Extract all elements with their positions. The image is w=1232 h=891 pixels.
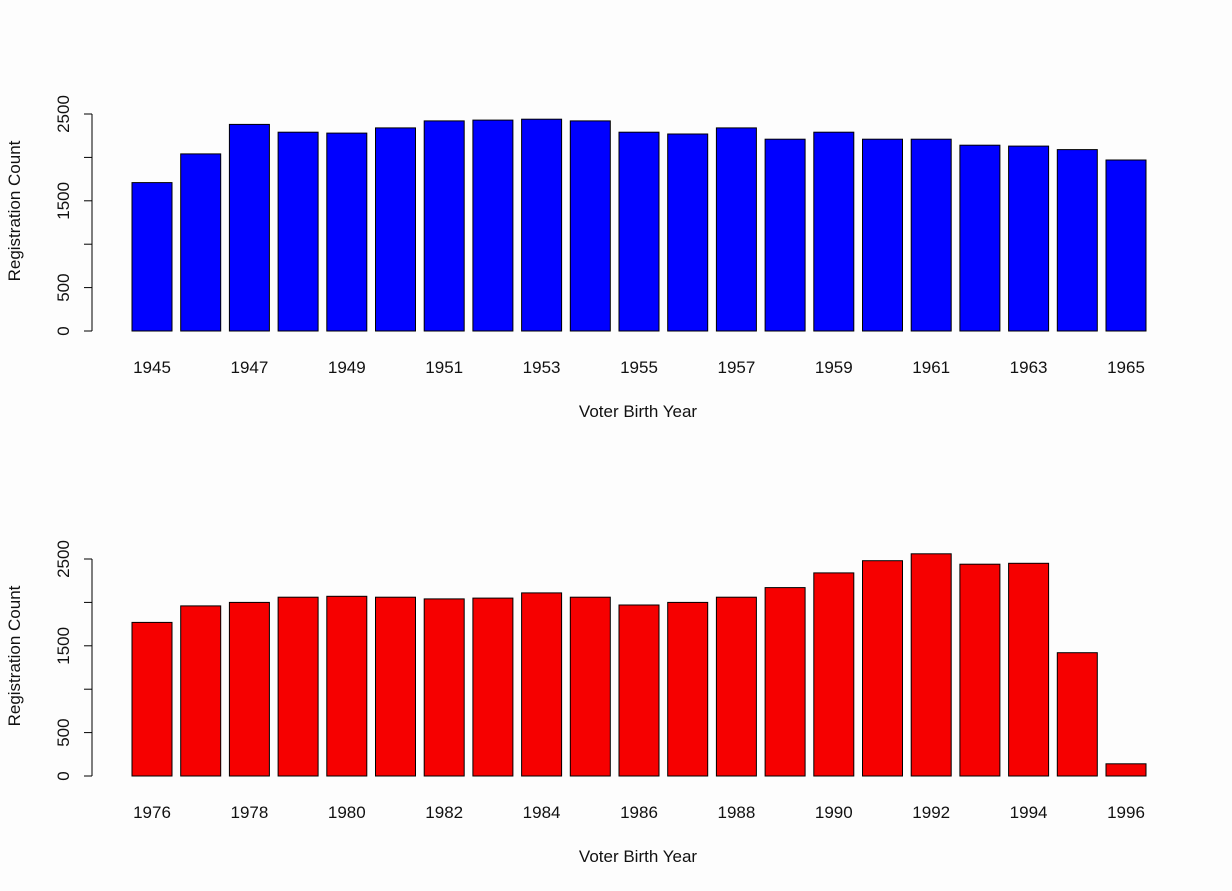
x-tick-label: 1957 [717, 358, 755, 377]
bar-1949 [326, 132, 368, 332]
bar-1957 [715, 127, 757, 332]
x-tick-label: 1953 [523, 358, 561, 377]
bar-1964 [1056, 149, 1098, 332]
x-tick-label: 1965 [1107, 358, 1145, 377]
bar-1954 [569, 120, 611, 332]
x-tick-label: 1984 [523, 803, 561, 822]
bar-1983 [472, 597, 514, 777]
bar-1979 [277, 596, 319, 777]
bar-1965 [1105, 159, 1147, 332]
bar-1993 [959, 563, 1001, 777]
x-tick-label: 1978 [230, 803, 268, 822]
bar-1984 [521, 592, 563, 777]
x-tick-label: 1982 [425, 803, 463, 822]
bar-1988 [715, 596, 757, 777]
bar-1994 [1008, 562, 1050, 777]
x-tick-label: 1990 [815, 803, 853, 822]
y-tick-label: 500 [54, 273, 73, 301]
bottom-bar-chart: 0 500 1500 2500 1976 1978 1980 1982 1984 1986 1988… [5, 540, 1147, 866]
bar-1987 [667, 601, 709, 777]
bar-1959 [813, 131, 855, 332]
x-tick-label: 1947 [230, 358, 268, 377]
bar-1981 [375, 596, 416, 777]
x-tick-label: 1959 [815, 358, 853, 377]
y-tick-label: 500 [54, 718, 73, 746]
bar-1963 [1008, 145, 1050, 332]
y-tick-label: 2500 [54, 540, 73, 578]
x-tick-label: 1996 [1107, 803, 1145, 822]
y-axis-label: Registration Count [5, 585, 24, 726]
x-tick-label: 1951 [425, 358, 463, 377]
x-axis-label: Voter Birth Year [579, 402, 697, 421]
x-tick-label: 1980 [328, 803, 366, 822]
bar-1946 [180, 153, 222, 332]
bar-1955 [618, 131, 660, 332]
bar-1995 [1056, 652, 1098, 777]
bar-1990 [813, 572, 855, 777]
x-tick-label: 1961 [912, 358, 950, 377]
bar-1960 [862, 138, 903, 332]
bar-1980 [326, 595, 368, 777]
bar-1947 [228, 123, 270, 332]
bar-1953 [521, 118, 563, 332]
x-tick-label: 1994 [1010, 803, 1048, 822]
bar-1986 [618, 604, 660, 777]
x-tick-label: 1963 [1010, 358, 1048, 377]
y-tick-label: 0 [54, 326, 73, 335]
bar-1958 [764, 138, 806, 332]
x-tick-label: 1949 [328, 358, 366, 377]
x-tick-label: 1945 [133, 358, 171, 377]
bar-1952 [472, 119, 514, 332]
x-tick-label: 1986 [620, 803, 658, 822]
bar-1996 [1105, 763, 1147, 777]
x-tick-label: 1976 [133, 803, 171, 822]
bar-1989 [764, 587, 806, 777]
x-tick-label: 1955 [620, 358, 658, 377]
bar-1992 [910, 553, 952, 777]
y-axis-label: Registration Count [5, 140, 24, 281]
bar-1977 [180, 605, 222, 777]
bar-1982 [423, 598, 465, 777]
y-tick-label: 0 [54, 771, 73, 780]
bar-1985 [569, 596, 611, 777]
top-bar-chart: 0 500 1500 2500 1945 1947 1949 1951 1953 1955 1957… [5, 95, 1147, 421]
y-tick-label: 1500 [54, 627, 73, 665]
x-axis-label: Voter Birth Year [579, 847, 697, 866]
bar-1945 [131, 182, 173, 332]
y-tick-label: 2500 [54, 95, 73, 133]
y-tick-label: 1500 [54, 182, 73, 220]
bar-1950 [375, 127, 416, 332]
bar-1962 [959, 144, 1001, 332]
bar-1956 [667, 133, 709, 332]
bar-1948 [277, 131, 319, 332]
bar-1978 [228, 601, 270, 777]
bar-1991 [862, 560, 903, 777]
bar-1951 [423, 120, 465, 332]
x-tick-label: 1992 [912, 803, 950, 822]
bar-1961 [910, 138, 952, 332]
bar-1976 [131, 621, 173, 777]
x-tick-label: 1988 [717, 803, 755, 822]
